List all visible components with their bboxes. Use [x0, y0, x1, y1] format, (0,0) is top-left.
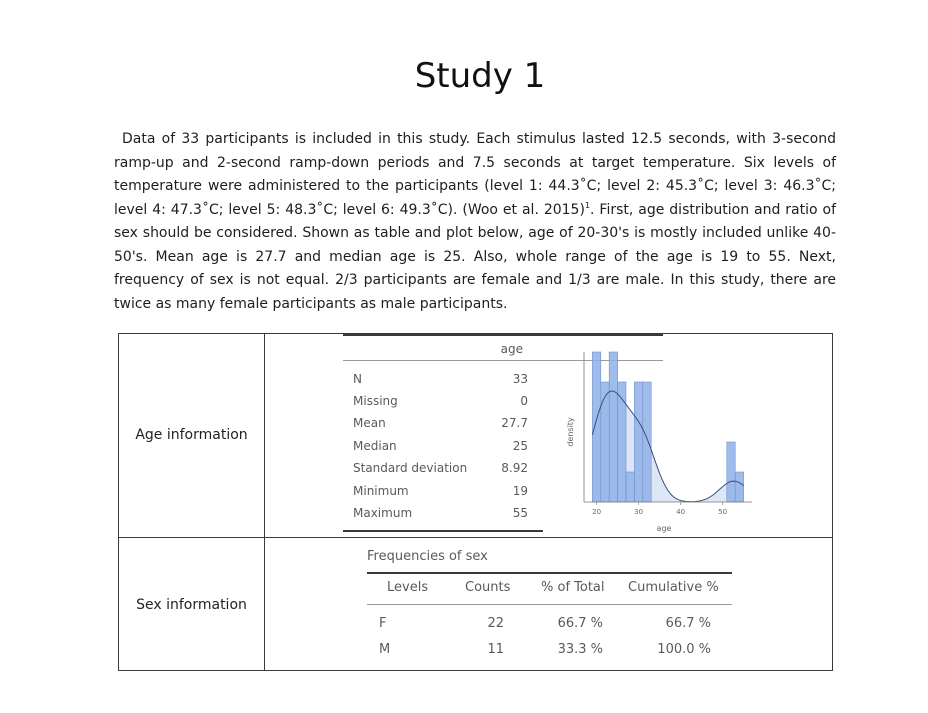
cell-count: 22: [487, 616, 504, 631]
cell-level: M: [379, 642, 391, 657]
histogram-bar: [634, 381, 644, 503]
histogram-bar: [642, 381, 652, 503]
age-histogram: 20 30 40 50 density age: [566, 351, 752, 533]
age-info-label: Age information: [135, 427, 248, 443]
row-divider: [119, 537, 832, 538]
histogram-bar: [600, 381, 610, 503]
stat-name: Minimum: [353, 484, 409, 498]
table-rule: [343, 530, 543, 532]
paragraph-text-a: Data of 33 participants is included in t…: [114, 131, 836, 218]
stats-row: Minimum 19: [353, 484, 528, 504]
summary-table: Age information Sex information age N 33 …: [118, 333, 833, 671]
stat-value: 0: [520, 394, 528, 408]
stats-row: N 33: [353, 372, 528, 392]
stat-value: 8.92: [501, 461, 528, 475]
table-rule: [343, 360, 663, 361]
x-axis-label: age: [657, 524, 672, 533]
page-title: Study 1: [414, 56, 546, 96]
x-tick-label: 20: [592, 508, 601, 516]
sex-info-label: Sex information: [136, 597, 247, 613]
stat-value: 25: [512, 439, 528, 453]
stats-row: Mean 27.7: [353, 416, 528, 436]
x-tick-label: 50: [718, 508, 727, 516]
cell-percent: 66.7 %: [557, 616, 603, 631]
table-rule: [367, 572, 732, 574]
cell-cumulative: 66.7 %: [665, 616, 711, 631]
header-cumulative: Cumulative %: [628, 580, 719, 595]
stat-name: Median: [353, 439, 397, 453]
stat-name: Missing: [353, 394, 398, 408]
stat-name: Mean: [353, 416, 386, 430]
density-curve: [591, 390, 744, 503]
stat-name: N: [353, 372, 362, 386]
stats-row: Maximum 55: [353, 506, 528, 526]
stat-name: Maximum: [353, 506, 413, 520]
x-tick-label: 40: [676, 508, 685, 516]
histogram-bar: [625, 471, 635, 503]
freq-table-title: Frequencies of sex: [367, 549, 488, 564]
paragraph-text-b: . First, age distribution and ratio of s…: [114, 201, 837, 312]
table-rule: [343, 334, 663, 336]
y-axis-label: density: [566, 417, 575, 447]
stat-name: Standard deviation: [353, 461, 468, 475]
header-levels: Levels: [387, 580, 429, 595]
histogram-bar: [592, 351, 602, 503]
histogram-bar: [734, 471, 744, 503]
histogram-bar: [617, 381, 627, 503]
cell-percent: 33.3 %: [557, 642, 603, 657]
stat-value: 55: [512, 506, 528, 520]
stat-value: 33: [512, 372, 528, 386]
histogram-bar: [608, 351, 618, 503]
column-divider: [264, 334, 265, 670]
header-percent-total: % of Total: [541, 580, 605, 595]
stat-value: 27.7: [501, 416, 528, 430]
header-counts: Counts: [465, 580, 511, 595]
table-rule: [367, 604, 732, 605]
stats-row: Standard deviation 8.92: [353, 461, 528, 481]
cell-count: 11: [487, 642, 504, 657]
cell-cumulative: 100.0 %: [657, 642, 711, 657]
age-column-header: age: [500, 342, 523, 356]
cell-level: F: [379, 616, 387, 631]
description-paragraph: Data of 33 participants is included in t…: [114, 128, 836, 316]
x-tick-label: 30: [634, 508, 643, 516]
stats-row: Median 25: [353, 439, 528, 459]
stats-row: Missing 0: [353, 394, 528, 414]
stat-value: 19: [512, 484, 528, 498]
footnote-ref: 1: [584, 200, 591, 210]
histogram-bar: [726, 441, 736, 503]
